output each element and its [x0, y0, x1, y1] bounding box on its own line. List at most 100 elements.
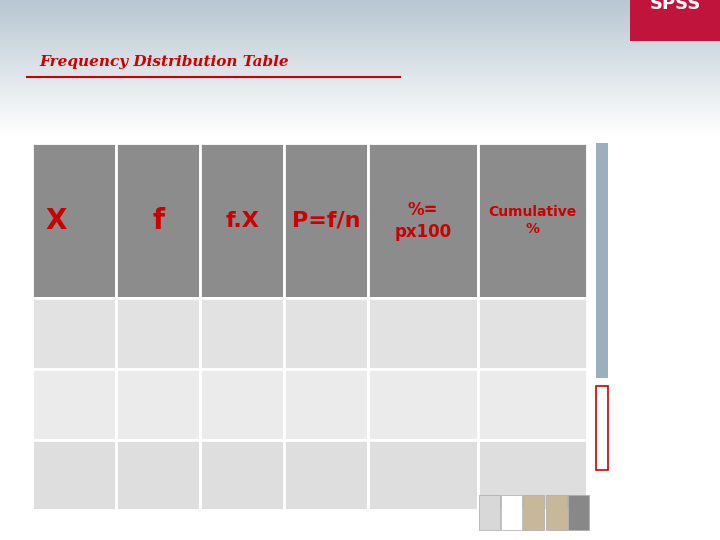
Bar — [0, 489, 720, 491]
Bar — [369, 440, 477, 510]
Bar — [0, 475, 720, 478]
Bar — [0, 81, 720, 84]
Bar — [0, 275, 720, 278]
Bar — [0, 324, 720, 327]
Bar — [0, 335, 720, 338]
Bar — [0, 135, 720, 138]
Bar — [0, 170, 720, 173]
Bar — [0, 505, 720, 508]
Bar — [117, 299, 200, 369]
Bar — [0, 300, 720, 302]
Bar — [0, 265, 720, 267]
Bar — [0, 437, 720, 440]
Bar — [0, 89, 720, 92]
Bar — [0, 224, 720, 227]
Bar — [200, 440, 284, 510]
Bar — [0, 173, 720, 176]
Bar — [0, 313, 720, 316]
Bar — [0, 146, 720, 148]
Bar — [0, 364, 720, 367]
Bar — [0, 22, 720, 24]
Bar — [477, 440, 587, 510]
Bar — [0, 526, 720, 529]
Bar — [0, 211, 720, 213]
Text: %=
px100: %= px100 — [395, 201, 451, 241]
Bar — [200, 299, 284, 369]
Bar — [200, 369, 284, 440]
Bar — [0, 113, 720, 116]
Bar — [0, 148, 720, 151]
Bar — [0, 143, 720, 146]
Bar — [0, 159, 720, 162]
Bar — [0, 273, 720, 275]
Bar — [0, 151, 720, 154]
Text: X: X — [45, 207, 66, 235]
Bar — [0, 289, 720, 292]
Bar — [0, 535, 720, 537]
Bar — [0, 356, 720, 359]
Bar — [0, 73, 720, 76]
Bar — [0, 308, 720, 310]
Bar — [0, 162, 720, 165]
Bar — [0, 216, 720, 219]
Bar — [0, 24, 720, 27]
Bar — [568, 495, 589, 530]
Bar — [477, 299, 587, 369]
Bar — [0, 529, 720, 532]
Bar — [32, 143, 117, 299]
Bar — [0, 235, 720, 238]
Bar — [0, 30, 720, 32]
Bar — [0, 138, 720, 140]
Bar — [0, 472, 720, 475]
Bar — [0, 181, 720, 184]
Bar — [0, 302, 720, 305]
Bar — [0, 329, 720, 332]
Bar — [0, 470, 720, 472]
Bar — [0, 97, 720, 100]
Bar — [0, 524, 720, 526]
Bar — [0, 389, 720, 392]
Bar — [0, 238, 720, 240]
Bar — [0, 297, 720, 300]
Bar — [284, 299, 369, 369]
Bar — [0, 432, 720, 435]
Bar — [0, 516, 720, 518]
Bar — [0, 537, 720, 540]
Bar — [0, 103, 720, 105]
Bar — [117, 440, 200, 510]
Bar — [0, 348, 720, 351]
Bar — [0, 292, 720, 294]
Bar — [117, 369, 200, 440]
Bar — [0, 230, 720, 232]
Bar — [0, 84, 720, 86]
Bar — [501, 495, 522, 530]
Bar — [0, 413, 720, 416]
Text: SPSS: SPSS — [649, 0, 701, 13]
Bar — [0, 38, 720, 40]
Bar — [0, 259, 720, 262]
Bar — [0, 386, 720, 389]
Bar — [0, 11, 720, 14]
Bar — [0, 92, 720, 94]
Bar — [0, 427, 720, 429]
Bar — [0, 421, 720, 424]
Bar — [32, 299, 117, 369]
Bar — [0, 284, 720, 286]
Bar — [477, 143, 587, 299]
Bar — [0, 184, 720, 186]
Bar — [0, 178, 720, 181]
Bar — [284, 143, 369, 299]
Bar — [0, 122, 720, 124]
Bar — [369, 143, 477, 299]
Bar — [0, 478, 720, 481]
Bar — [0, 394, 720, 397]
Bar — [32, 440, 117, 510]
Bar — [0, 186, 720, 189]
Bar — [0, 219, 720, 221]
Bar — [0, 8, 720, 11]
Bar — [0, 14, 720, 16]
Bar — [0, 481, 720, 483]
Bar — [0, 327, 720, 329]
Bar — [0, 46, 720, 49]
Bar — [0, 105, 720, 108]
